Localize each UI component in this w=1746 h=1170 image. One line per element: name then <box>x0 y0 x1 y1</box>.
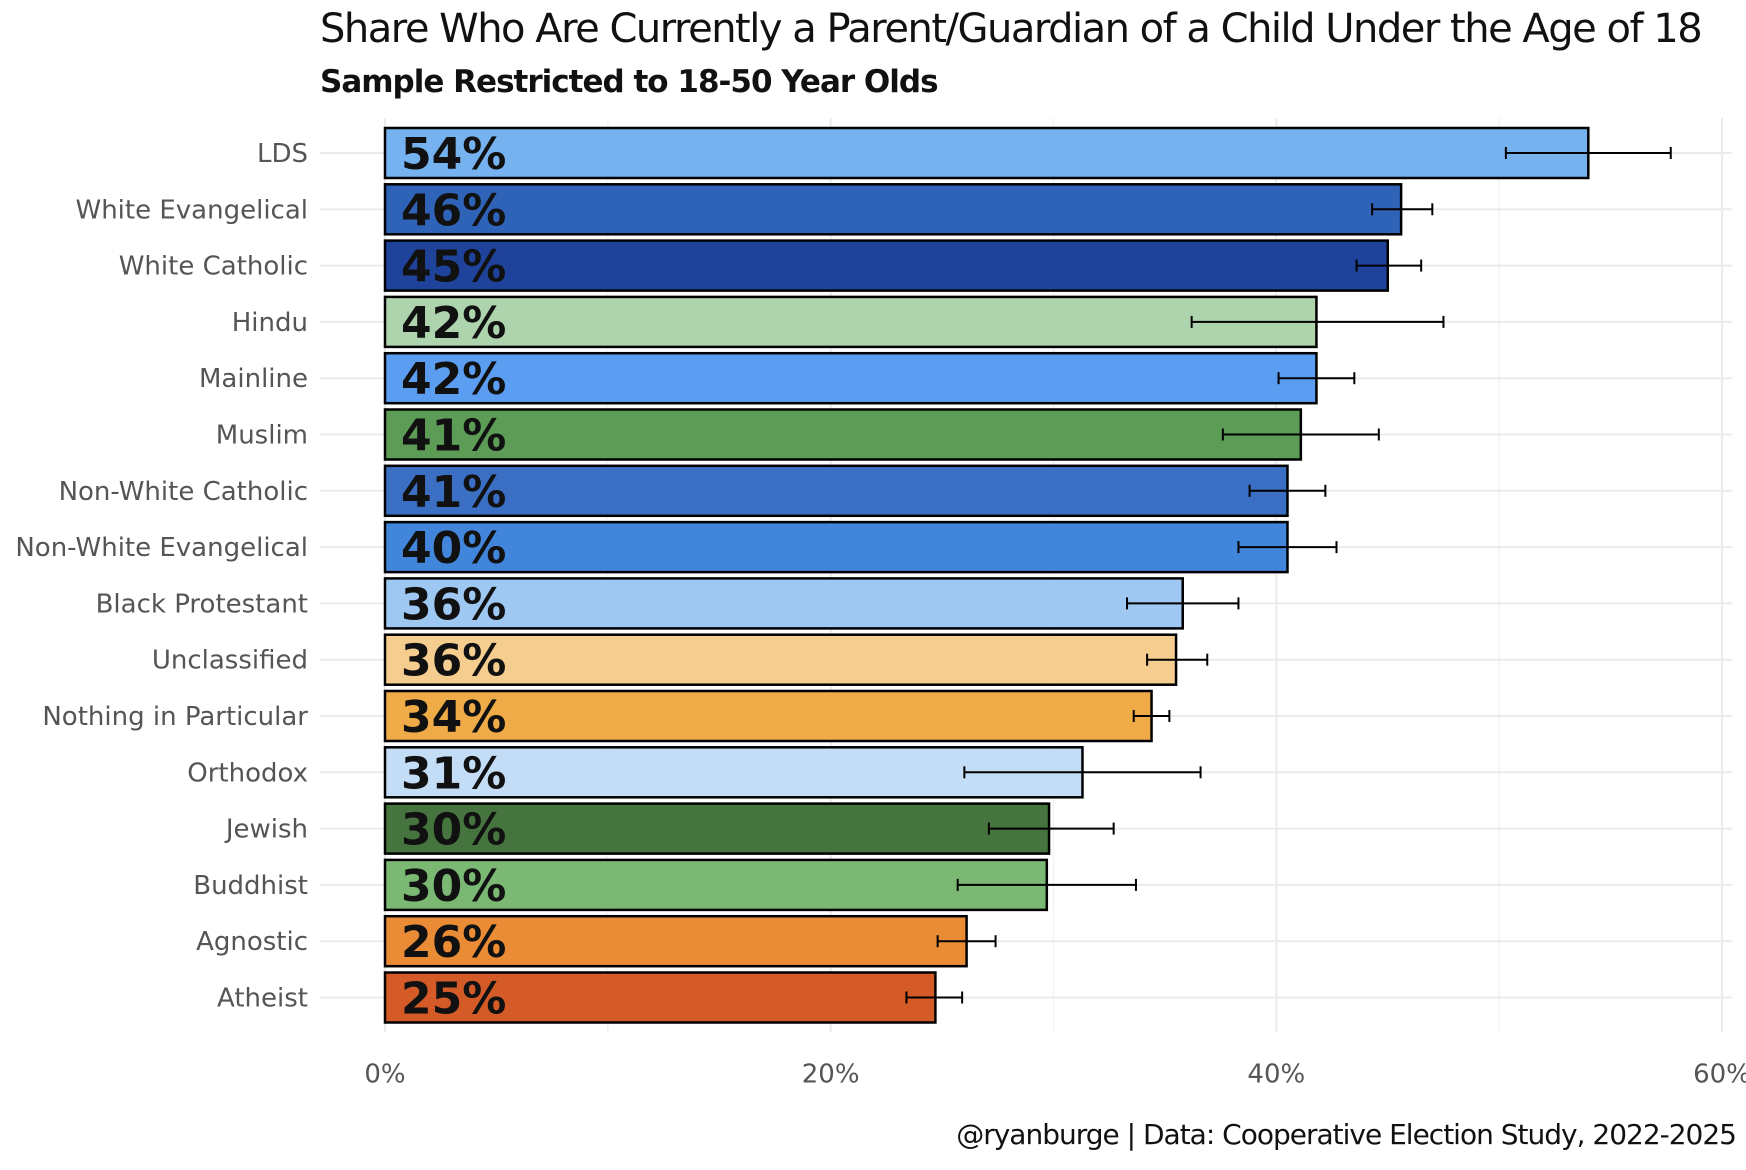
category-label-atheist: Atheist <box>217 984 308 1014</box>
x-tick-label: 20% <box>802 1060 860 1090</box>
category-label-orthodox: Orthodox <box>187 758 308 788</box>
category-label-unclassified: Unclassified <box>152 646 308 676</box>
value-label-muslim: 41% <box>401 411 506 462</box>
value-label-agnostic: 26% <box>401 917 506 968</box>
error-bar-jewish <box>987 822 1115 835</box>
bar-muslim <box>383 408 1303 461</box>
category-label-non-white-catholic: Non-White Catholic <box>59 477 308 507</box>
category-label-lds: LDS <box>257 139 308 169</box>
value-label-nothing-in-particular: 34% <box>401 692 506 743</box>
category-label-nothing-in-particular: Nothing in Particular <box>42 702 308 732</box>
error-bar-non-white-catholic <box>1248 484 1327 497</box>
value-label-atheist: 25% <box>401 974 506 1025</box>
error-bar-white-evangelical <box>1371 203 1434 216</box>
value-label-mainline: 42% <box>401 354 506 405</box>
error-bar-hindu <box>1190 315 1445 328</box>
bar-atheist <box>383 971 937 1024</box>
chart-subtitle: Sample Restricted to 18-50 Year Olds <box>320 64 939 100</box>
error-bar-atheist <box>905 991 964 1004</box>
value-label-jewish: 30% <box>401 805 506 856</box>
value-label-non-white-evangelical: 40% <box>401 523 506 574</box>
value-label-hindu: 42% <box>401 298 506 349</box>
bars <box>383 126 1590 1024</box>
value-label-buddhist: 30% <box>401 861 506 912</box>
error-bar-muslim <box>1221 428 1380 441</box>
bar-non-white-catholic <box>383 464 1289 518</box>
error-bar-agnostic <box>936 935 997 948</box>
x-tick-label: 40% <box>1247 1060 1305 1090</box>
category-label-agnostic: Agnostic <box>196 927 308 957</box>
value-label-orthodox: 31% <box>401 748 506 799</box>
category-label-mainline: Mainline <box>199 364 308 394</box>
category-label-buddhist: Buddhist <box>193 871 308 901</box>
bar-agnostic <box>383 914 968 968</box>
category-label-white-evangelical: White Evangelical <box>76 195 309 225</box>
error-bar-lds <box>1504 147 1672 159</box>
category-labels: LDS White Evangelical White Catholic Hindu M… <box>15 139 308 1014</box>
value-label-white-catholic: 45% <box>401 242 506 293</box>
bar-unclassified <box>383 633 1178 686</box>
value-label-non-white-catholic: 41% <box>401 467 506 518</box>
error-bar-unclassified <box>1146 653 1209 666</box>
category-label-muslim: Muslim <box>216 421 308 451</box>
bar-non-white-evangelical <box>383 520 1289 574</box>
value-labels: 54%46%45%42%42%41%41%40%36%36%34%31%30%3… <box>401 129 506 1025</box>
x-tick-label: 60% <box>1693 1060 1746 1090</box>
error-bars <box>905 147 1672 1004</box>
x-axis-tick-labels: 0% 20% 40% 60% <box>364 1060 1746 1090</box>
bar-mainline <box>383 351 1318 405</box>
category-label-black-protestant: Black Protestant <box>96 589 308 619</box>
error-bar-orthodox <box>963 766 1202 779</box>
error-bar-buddhist <box>956 878 1137 891</box>
error-bar-nothing-in-particular <box>1132 710 1171 722</box>
chart-title: Share Who Are Currently a Parent/Guardia… <box>320 6 1703 52</box>
bar-white-catholic <box>383 239 1389 292</box>
error-bar-mainline <box>1277 372 1356 385</box>
value-label-white-evangelical: 46% <box>401 185 506 236</box>
chart-caption: @ryanburge | Data: Cooperative Election … <box>956 1118 1737 1151</box>
error-bar-black-protestant <box>1126 597 1240 610</box>
category-label-non-white-evangelical: Non-White Evangelical <box>15 533 308 563</box>
category-label-hindu: Hindu <box>232 308 308 338</box>
value-label-black-protestant: 36% <box>401 579 506 630</box>
value-label-lds: 54% <box>401 129 506 180</box>
error-bar-white-catholic <box>1355 259 1423 272</box>
bar-hindu <box>383 295 1318 349</box>
bar-lds <box>383 126 1590 180</box>
value-label-unclassified: 36% <box>401 636 506 687</box>
bar-white-evangelical <box>383 183 1403 236</box>
bar-jewish <box>383 802 1051 855</box>
error-bar-non-white-evangelical <box>1237 541 1338 554</box>
category-label-white-catholic: White Catholic <box>119 252 308 282</box>
x-tick-label: 0% <box>364 1060 405 1090</box>
bar-buddhist <box>383 858 1049 912</box>
category-label-jewish: Jewish <box>224 815 308 845</box>
bar-nothing-in-particular <box>383 689 1153 743</box>
